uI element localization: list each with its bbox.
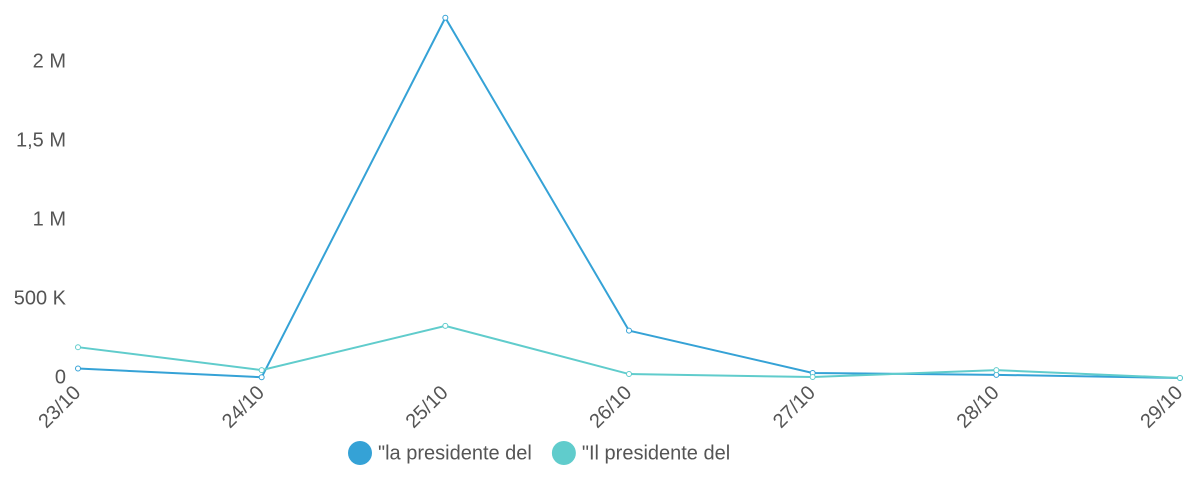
y-tick-label: 1,5 M xyxy=(16,129,66,151)
point-marker xyxy=(442,322,449,329)
point-marker xyxy=(75,344,81,351)
y-tick-label: 0 xyxy=(55,366,66,388)
y-tick-label: 1 M xyxy=(33,208,66,230)
x-tick-label: 28/10 xyxy=(953,382,1004,433)
legend-swatch xyxy=(551,441,576,465)
x-tick-label: 23/10 xyxy=(34,382,85,433)
legend-label: "Il presidente del xyxy=(582,442,730,464)
point-marker xyxy=(75,365,81,372)
point-marker xyxy=(993,367,1000,374)
x-tick-label: 27/10 xyxy=(769,382,820,433)
legend-swatch xyxy=(348,441,372,465)
point-marker xyxy=(258,367,265,374)
point-marker xyxy=(626,327,632,334)
point-marker xyxy=(1177,375,1183,381)
x-tick-label: 25/10 xyxy=(402,382,453,433)
point-marker xyxy=(809,374,816,381)
y-tick-label: 2 M xyxy=(33,50,66,72)
point-marker xyxy=(258,374,265,381)
y-tick-label: 500 K xyxy=(14,287,67,309)
legend: "la presidente del "Il presidente del xyxy=(348,441,730,465)
series-line xyxy=(77,324,1181,379)
x-tick-label: 24/10 xyxy=(218,382,269,433)
point-marker xyxy=(442,14,449,21)
series-line xyxy=(77,15,1181,379)
x-tick-label: 26/10 xyxy=(585,382,636,433)
legend-label: "la presidente del xyxy=(378,442,532,464)
x-tick-label: 29/10 xyxy=(1136,382,1187,433)
point-marker xyxy=(626,371,632,378)
